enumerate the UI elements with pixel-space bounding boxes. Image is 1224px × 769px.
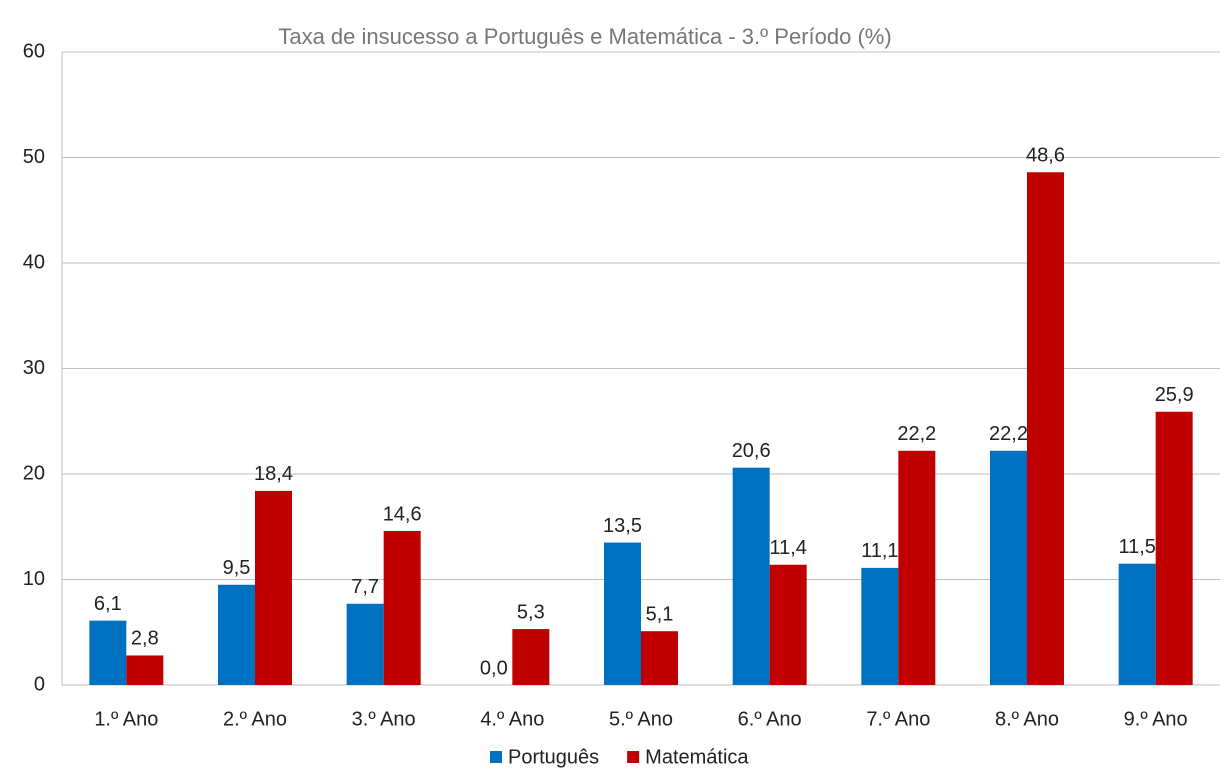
x-tick-label: 1.º Ano [94, 708, 158, 730]
bar [255, 490, 292, 685]
y-tick-label: 20 [23, 462, 45, 484]
bar [990, 450, 1027, 685]
data-label: 20,6 [732, 440, 771, 462]
data-label: 11,4 [769, 537, 806, 559]
x-tick-label: 9.º Ano [1124, 708, 1188, 730]
data-label: 6,1 [94, 593, 122, 615]
x-tick-label: 6.º Ano [738, 708, 802, 730]
bar [346, 603, 384, 685]
data-label: 14,6 [383, 503, 422, 525]
data-label: 5,3 [517, 601, 545, 623]
bar [769, 564, 807, 685]
data-label: 5,1 [646, 603, 674, 625]
bar [512, 629, 550, 685]
data-label: 7,7 [351, 576, 379, 598]
bar [861, 567, 899, 685]
x-tick-label: 2.º Ano [223, 708, 287, 730]
x-tick-label: 8.º Ano [995, 708, 1059, 730]
x-tick-label: 4.º Ano [480, 708, 544, 730]
y-tick-label: 40 [23, 251, 45, 273]
legend-label: Português [508, 746, 599, 768]
data-label: 11,1 [861, 540, 898, 562]
data-label: 22,2 [897, 423, 936, 445]
data-label: 11,5 [1118, 536, 1155, 558]
data-label: 13,5 [603, 515, 642, 537]
x-tick-label: 7.º Ano [866, 708, 930, 730]
bar [89, 620, 127, 685]
legend-swatch [627, 751, 640, 763]
x-tick-label: 3.º Ano [352, 708, 416, 730]
x-tick-label: 5.º Ano [609, 708, 673, 730]
bar [604, 542, 641, 685]
data-label: 48,6 [1026, 145, 1065, 167]
data-label: 2,8 [131, 628, 159, 650]
data-label: 18,4 [254, 463, 293, 485]
y-tick-label: 30 [23, 357, 45, 379]
bar [1027, 172, 1064, 685]
bar [218, 584, 255, 685]
bar [898, 450, 936, 685]
chart-title: Taxa de insucesso a Português e Matemáti… [278, 24, 891, 49]
y-tick-label: 50 [23, 146, 45, 168]
legend-label: Matemática [645, 746, 749, 768]
data-label: 25,9 [1155, 384, 1194, 406]
bar [1155, 411, 1193, 685]
y-tick-label: 10 [23, 568, 45, 590]
data-label: 9,5 [223, 557, 251, 579]
bar [383, 530, 421, 685]
bar [126, 655, 164, 685]
bar [1118, 563, 1156, 685]
data-label: 22,2 [989, 423, 1028, 445]
data-label: 0,0 [480, 657, 508, 679]
bar [732, 467, 770, 685]
y-tick-label: 60 [23, 40, 45, 62]
legend-swatch [490, 751, 502, 763]
bar [641, 631, 678, 685]
y-tick-label: 0 [34, 673, 45, 695]
